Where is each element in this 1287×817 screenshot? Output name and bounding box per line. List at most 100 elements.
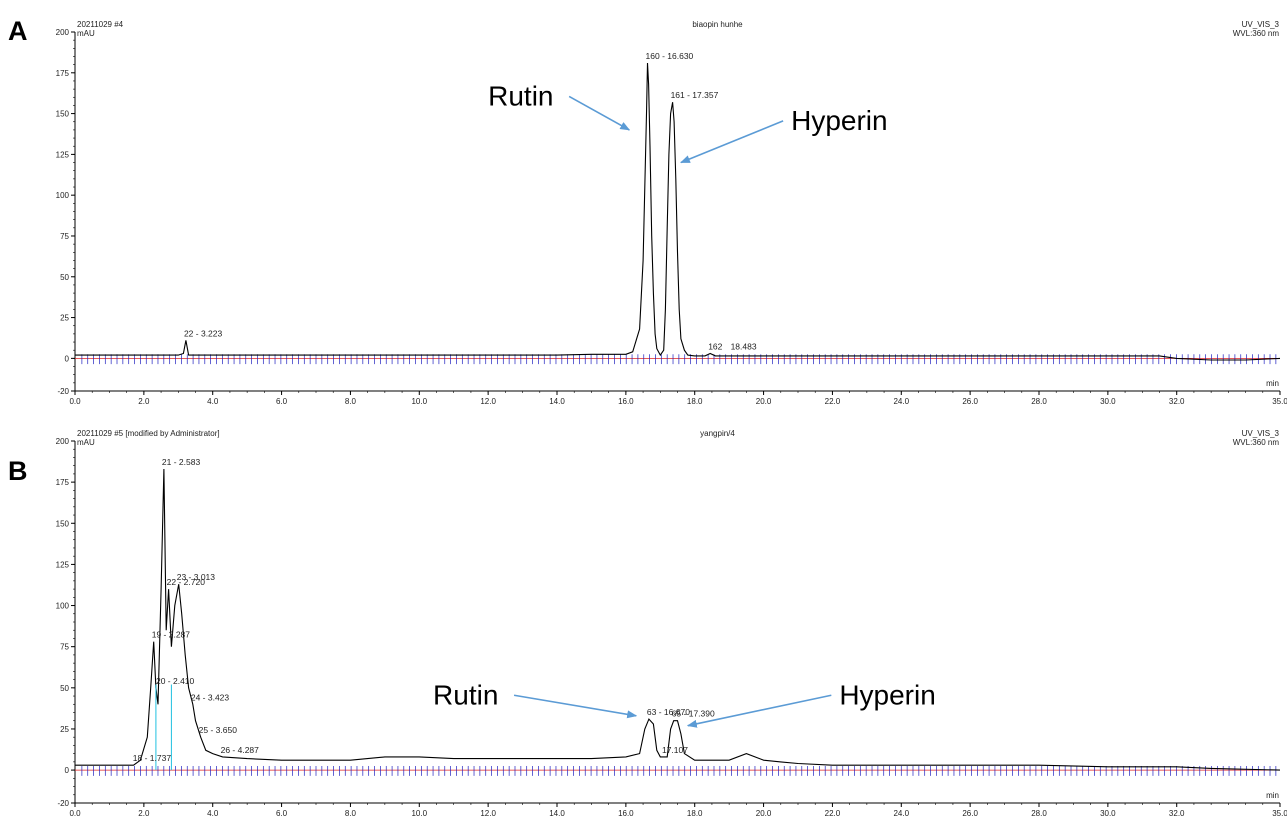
compound-callout-label: Hyperin — [791, 105, 887, 136]
y-tick-label: 100 — [56, 602, 70, 611]
x-tick-label: 30.0 — [1100, 397, 1116, 406]
x-tick-label: 30.0 — [1100, 809, 1116, 817]
y-tick-label: 125 — [56, 560, 70, 569]
y-tick-label: 50 — [60, 684, 69, 693]
x-tick-label: 16.0 — [618, 809, 634, 817]
peak-label: 21 - 2.583 — [162, 457, 201, 467]
x-tick-label: 20.0 — [756, 397, 772, 406]
chromatogram-trace — [75, 468, 1281, 771]
x-tick-label: 12.0 — [480, 809, 496, 817]
peak-label: 26 - 4.287 — [221, 745, 260, 755]
peak-label: 18 - 1.737 — [133, 753, 172, 763]
y-tick-label: 75 — [60, 232, 69, 241]
x-tick-label: 14.0 — [549, 809, 565, 817]
y-tick-label: 175 — [56, 69, 70, 78]
panel-letter: A — [8, 16, 28, 46]
x-tick-label: 12.0 — [480, 397, 496, 406]
x-tick-label: 26.0 — [962, 809, 978, 817]
x-tick-label: 4.0 — [207, 809, 219, 817]
peak-label: 18.483 — [731, 341, 757, 351]
x-tick-label: 0.0 — [69, 397, 81, 406]
header-right-bottom: WVL:360 nm — [1233, 438, 1280, 447]
x-tick-label: 26.0 — [962, 397, 978, 406]
x-axis-label: min — [1266, 791, 1279, 800]
x-tick-label: 22.0 — [825, 397, 841, 406]
x-tick-label: 35.0 — [1272, 809, 1287, 817]
y-tick-label: 200 — [56, 28, 70, 37]
x-tick-label: 0.0 — [69, 809, 81, 817]
compound-callout-label: Rutin — [433, 679, 498, 710]
peak-label: 17.107 — [662, 745, 688, 755]
x-tick-label: 4.0 — [207, 397, 219, 406]
y-tick-label: 25 — [60, 725, 69, 734]
peak-label: 25 - 3.650 — [199, 725, 238, 735]
peak-label: 160 - 16.630 — [646, 51, 694, 61]
chromatogram-panel-a: A 20211029 #4 biaopin hunhe UV_VIS_3WVL:360… — [8, 16, 1287, 406]
y-tick-label: 25 — [60, 314, 69, 323]
peak-label: 161 - 17.357 — [671, 90, 719, 100]
header-right-bottom: WVL:360 nm — [1233, 29, 1280, 38]
x-tick-label: 28.0 — [1031, 809, 1047, 817]
y-tick-label: 125 — [56, 150, 70, 159]
x-tick-label: 20.0 — [756, 809, 772, 817]
y-tick-label: 50 — [60, 273, 69, 282]
y-tick-label: -20 — [57, 387, 69, 396]
header-center: yangpin/4 — [700, 429, 735, 438]
x-tick-label: 28.0 — [1031, 397, 1047, 406]
x-tick-label: 32.0 — [1169, 809, 1185, 817]
x-tick-label: 8.0 — [345, 397, 357, 406]
x-tick-label: 2.0 — [138, 397, 150, 406]
x-tick-label: 14.0 — [549, 397, 565, 406]
header-left: 20211029 #5 [modified by Administrator] — [77, 429, 220, 438]
peak-label: 22 - 2.720 — [167, 577, 206, 587]
x-tick-label: 6.0 — [276, 397, 288, 406]
peak-label: 23 - 3.013 — [177, 572, 216, 582]
callout-arrow — [568, 95, 631, 131]
header-center: biaopin hunhe — [692, 20, 743, 29]
y-tick-label: -20 — [57, 799, 69, 808]
chromatogram-trace — [75, 62, 1281, 361]
header-left: 20211029 #4 — [77, 20, 124, 29]
peak-label: 63 - 16.670 — [647, 707, 690, 717]
y-tick-label: 150 — [56, 519, 70, 528]
x-tick-label: 10.0 — [411, 397, 427, 406]
y-tick-label: 150 — [56, 110, 70, 119]
chromatogram-panel-b: B 20211029 #5 [modified by Administrator]… — [8, 429, 1287, 817]
y-axis-label: mAU — [77, 438, 95, 447]
x-tick-label: 2.0 — [138, 809, 150, 817]
x-tick-label: 35.0 — [1272, 397, 1287, 406]
peak-label: 24 - 3.423 — [191, 692, 230, 702]
header-right-top: UV_VIS_3 — [1242, 429, 1280, 438]
y-tick-label: 200 — [56, 437, 70, 446]
x-tick-label: 24.0 — [893, 397, 909, 406]
x-axis-label: min — [1266, 379, 1279, 388]
x-tick-label: 18.0 — [687, 397, 703, 406]
y-tick-label: 100 — [56, 191, 70, 200]
x-tick-label: 16.0 — [618, 397, 634, 406]
peak-label: 20 - 2.410 — [156, 676, 195, 686]
y-tick-label: 0 — [65, 354, 70, 363]
peak-label: 162 — [708, 341, 722, 351]
x-tick-label: 22.0 — [825, 809, 841, 817]
panel-letter: B — [8, 456, 28, 486]
x-tick-label: 6.0 — [276, 809, 288, 817]
peak-label: 65 - 17.390 — [672, 709, 715, 719]
y-tick-label: 75 — [60, 643, 69, 652]
compound-callout-label: Rutin — [488, 80, 553, 111]
x-tick-label: 32.0 — [1169, 397, 1185, 406]
x-tick-label: 18.0 — [687, 809, 703, 817]
compound-callout-label: Hyperin — [839, 679, 935, 710]
callout-arrow — [686, 694, 832, 728]
peak-label: 19 - 2.287 — [152, 630, 191, 640]
x-tick-label: 24.0 — [893, 809, 909, 817]
x-tick-label: 8.0 — [345, 809, 357, 817]
y-tick-label: 0 — [65, 766, 70, 775]
callout-arrow — [513, 694, 638, 719]
integration-markers — [81, 765, 1277, 776]
header-right-top: UV_VIS_3 — [1242, 20, 1280, 29]
peak-label: 22 - 3.223 — [184, 328, 223, 338]
callout-arrow — [680, 120, 784, 164]
y-axis-label: mAU — [77, 29, 95, 38]
y-tick-label: 175 — [56, 478, 70, 487]
